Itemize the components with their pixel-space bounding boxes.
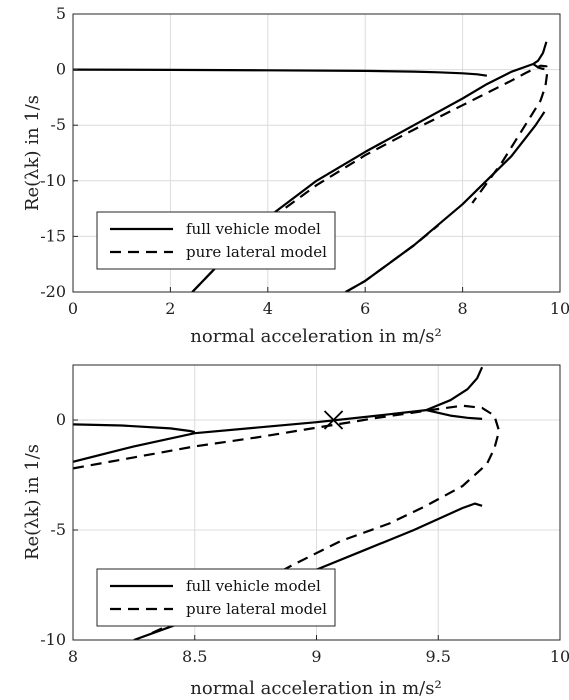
y-tick-label: -5 — [50, 520, 66, 539]
full-vehicle-model-line — [425, 409, 483, 420]
pure-lateral-model-line — [73, 404, 501, 637]
legend-box — [96, 211, 336, 270]
y-tick-label: 0 — [56, 410, 66, 429]
full-vehicle-model-line — [345, 111, 546, 292]
x-tick-label: 8 — [68, 647, 78, 666]
x-tick-label: 0 — [68, 299, 78, 318]
x-tick-label: 10 — [550, 647, 569, 666]
pure-lateral-model-line — [345, 224, 439, 292]
x-marker-stroke — [323, 410, 344, 430]
y-tick-label: -15 — [40, 226, 66, 245]
full-vehicle-model-line — [532, 63, 545, 71]
bottom-chart: 8 8.5 9 9.5 10 -10 -5 0 normal acceleration in … — [22, 364, 569, 699]
y-axis-label: Re(λk) in 1/s — [22, 444, 43, 560]
x-marker — [323, 410, 344, 430]
x-tick-label: 9.5 — [426, 647, 451, 666]
x-tick-label: 8 — [458, 299, 468, 318]
x-tick-label: 8.5 — [182, 647, 207, 666]
x-tick-label: 6 — [360, 299, 370, 318]
x-tick-label: 2 — [165, 299, 175, 318]
full-vehicle-model-line — [73, 423, 196, 434]
legend: full vehicle model pure lateral model — [96, 568, 336, 627]
y-tick-label: 5 — [56, 4, 66, 23]
legend-label-full: full vehicle model — [186, 220, 321, 238]
full-vehicle-model-line — [73, 68, 488, 77]
x-axis-label: normal acceleration in m/s² — [190, 678, 441, 699]
y-tick-label: -5 — [50, 115, 66, 134]
legend-label-lateral: pure lateral model — [186, 243, 327, 261]
x-axis-label: normal acceleration in m/s² — [190, 326, 441, 347]
y-tick-label: -10 — [40, 171, 66, 190]
y-tick-label: -10 — [40, 630, 66, 649]
y-tick-label: -20 — [40, 282, 66, 301]
legend-label-lateral: pure lateral model — [186, 600, 327, 618]
full-vehicle-model-line — [73, 409, 427, 463]
tick-labels: 8 8.5 9 9.5 10 -10 -5 0 — [40, 410, 569, 666]
legend: full vehicle model pure lateral model — [96, 211, 336, 270]
legend-label-full: full vehicle model — [186, 577, 321, 595]
top-chart: 0 2 4 6 8 10 -20 -15 -10 -5 0 5 normal acceleration… — [22, 4, 569, 347]
full-vehicle-model-line — [532, 41, 548, 65]
tick-labels: 0 2 4 6 8 10 -20 -15 -10 -5 0 5 — [40, 4, 569, 318]
y-axis-label: Re(λk) in 1/s — [22, 95, 43, 211]
pure-lateral-model-line — [191, 64, 549, 292]
x-tick-label: 4 — [263, 299, 273, 318]
y-tick-label: 0 — [56, 60, 66, 79]
full-vehicle-model-line — [425, 366, 484, 412]
axes-frame — [72, 13, 561, 293]
x-tick-label: 9 — [311, 647, 321, 666]
x-tick-label: 10 — [550, 299, 569, 318]
legend-box — [96, 568, 336, 627]
